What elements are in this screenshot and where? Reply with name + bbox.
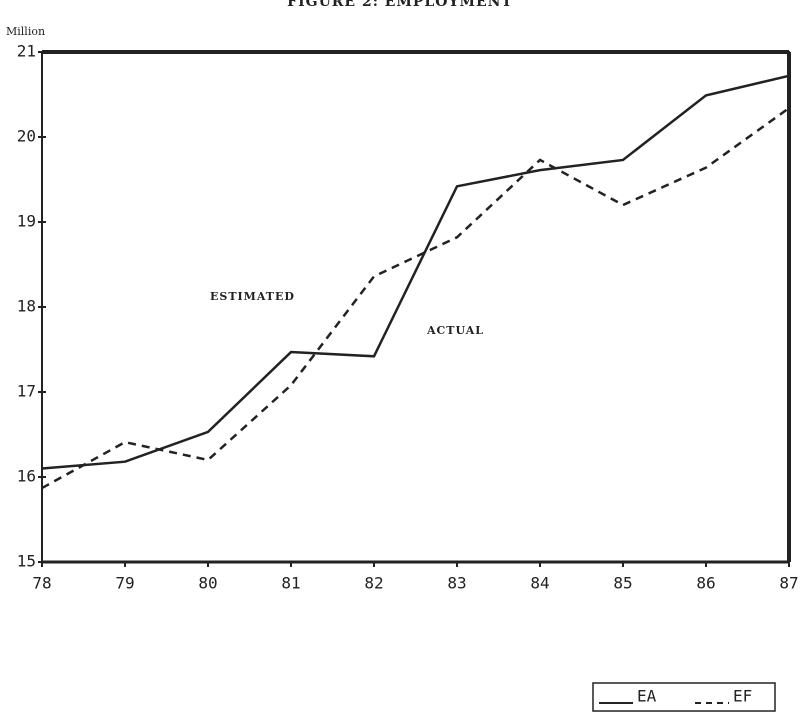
legend-box (592, 682, 776, 712)
chart-title: FIGURE 2: EMPLOYMENT (287, 0, 513, 10)
x-tick-label: 79 (115, 574, 134, 593)
annotation: ACTUAL (426, 324, 484, 337)
x-tick-label: 81 (281, 574, 300, 593)
y-tick-label: 16 (17, 467, 36, 486)
legend-label: EA (637, 687, 657, 706)
x-tick-label: 85 (613, 574, 632, 593)
annotation: ESTIMATED (210, 290, 295, 303)
x-tick-label: 87 (779, 574, 798, 593)
line-series (41, 107, 790, 490)
legend: EA EF (592, 682, 776, 712)
y-tick-label: 21 (17, 42, 36, 61)
y-tick-label: 15 (17, 552, 36, 571)
y-axis-label: Million (6, 25, 45, 38)
plot-frame (41, 51, 790, 563)
y-tick-label: 17 (17, 382, 36, 401)
x-tick-label: 80 (198, 574, 217, 593)
x-tick-label: 78 (32, 574, 51, 593)
y-tick-label: 20 (17, 127, 36, 146)
y-tick-label: 18 (17, 297, 36, 316)
y-tick-label: 19 (17, 212, 36, 231)
legend-label: EF (733, 687, 752, 706)
x-tick-label: 82 (364, 574, 383, 593)
line-series (41, 74, 790, 470)
x-tick-label: 86 (696, 574, 715, 593)
x-tick-label: 83 (447, 574, 466, 593)
x-tick-label: 84 (530, 574, 549, 593)
